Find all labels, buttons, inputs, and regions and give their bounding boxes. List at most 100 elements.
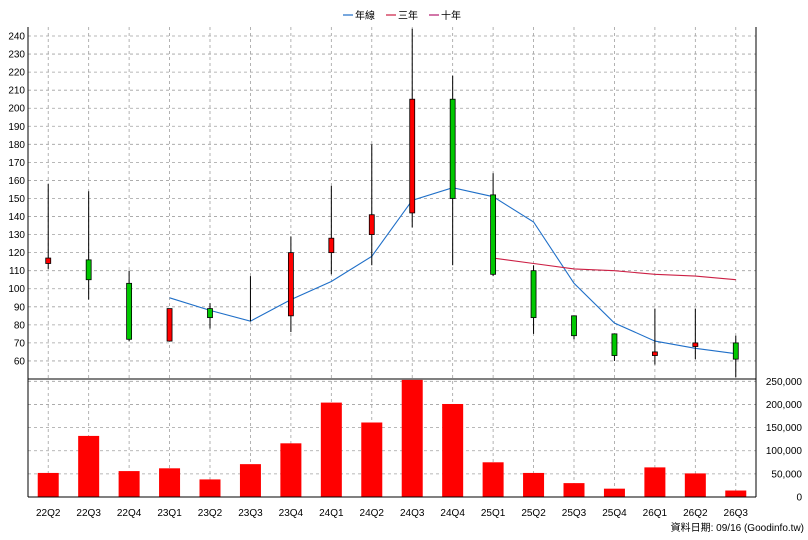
candle — [530, 265, 537, 334]
candle — [611, 333, 618, 361]
candle — [287, 236, 294, 333]
candle-body — [732, 342, 739, 360]
candle — [166, 308, 173, 342]
candle — [207, 303, 213, 329]
legend-item: 三年 — [386, 9, 418, 22]
volume-bar — [78, 435, 100, 497]
volume-bar — [442, 403, 464, 497]
x-tick-label: 22Q3 — [76, 508, 101, 519]
legend-label: 年線 — [355, 9, 375, 22]
candle — [409, 28, 416, 228]
x-tick-label: 23Q1 — [157, 508, 182, 519]
volume-bar — [523, 472, 545, 497]
candle-body — [692, 342, 699, 347]
candle — [328, 185, 335, 275]
volume-bar — [725, 490, 747, 497]
candle — [692, 308, 699, 360]
price-tick-label: 60 — [14, 356, 26, 367]
candle-body — [490, 194, 497, 275]
candle — [449, 75, 456, 266]
x-tick-label: 22Q2 — [36, 508, 61, 519]
x-tick-label: 24Q4 — [440, 508, 465, 519]
price-tick-label: 90 — [14, 302, 26, 313]
price-tick-label: 240 — [8, 32, 25, 43]
x-tick-label: 23Q3 — [238, 508, 263, 519]
candle-body — [287, 252, 294, 317]
candle-body — [651, 351, 658, 356]
candle-body — [85, 259, 92, 281]
price-tick-label: 230 — [8, 50, 25, 61]
candle — [126, 270, 133, 342]
candle — [571, 315, 577, 340]
price-tick-label: 110 — [9, 266, 25, 277]
volume-bar — [280, 443, 302, 497]
price-tick-label: 120 — [8, 248, 25, 259]
x-tick-label: 25Q1 — [481, 508, 506, 519]
volume-bar — [118, 471, 140, 497]
axes-frame — [27, 27, 757, 498]
price-grid — [28, 27, 756, 497]
volume-tick-label: 50,000 — [771, 469, 802, 480]
x-tick-label: 26Q2 — [683, 508, 708, 519]
legend: 年線 三年 十年 — [343, 9, 461, 22]
price-panel: 60 70 80 90 100 110 120 130 140 150 160 170 180 190 20… — [8, 27, 756, 497]
x-tick-label: 23Q2 — [198, 508, 223, 519]
candle — [651, 308, 658, 365]
candle — [85, 191, 92, 300]
candle-body — [368, 214, 375, 235]
x-tick-label: 24Q3 — [400, 508, 425, 519]
candle-body — [328, 237, 335, 254]
candle-body — [449, 98, 456, 199]
x-axis: 22Q2 22Q3 22Q4 23Q1 23Q2 23Q3 23Q4 24Q1 24Q2 24Q3… — [36, 508, 748, 519]
x-tick-label: 25Q4 — [602, 508, 627, 519]
x-tick-label: 22Q4 — [117, 508, 142, 519]
candle-body — [126, 282, 133, 340]
price-tick-label: 130 — [8, 230, 25, 241]
volume-bar — [320, 402, 342, 497]
candle — [45, 184, 52, 269]
price-tick-label: 160 — [8, 176, 25, 187]
x-tick-label: 26Q3 — [724, 508, 749, 519]
legend-item: 十年 — [429, 9, 461, 22]
data-date-label: 資料日期: 09/16 (Goodinfo.tw) — [671, 521, 804, 534]
legend-label: 三年 — [398, 9, 418, 22]
legend-label: 十年 — [441, 9, 461, 22]
candle-body — [409, 98, 416, 214]
price-tick-label: 170 — [8, 158, 25, 169]
price-tick-label: 140 — [8, 212, 25, 223]
price-tick-label: 80 — [14, 320, 26, 331]
volume-bar — [563, 483, 585, 497]
price-tick-label: 150 — [8, 194, 25, 205]
price-tick-label: 210 — [8, 86, 25, 97]
price-tick-label: 220 — [8, 68, 25, 79]
volume-bar — [239, 464, 261, 497]
volume-bar — [401, 379, 423, 497]
price-tick-label: 70 — [14, 338, 26, 349]
price-tick-label: 200 — [8, 104, 25, 115]
candle-body — [166, 308, 173, 342]
candle-body — [571, 315, 577, 337]
x-tick-label: 24Q2 — [360, 508, 385, 519]
x-tick-label: 25Q2 — [521, 508, 546, 519]
legend-item: 年線 — [343, 9, 375, 22]
volume-tick-label: 250,000 — [766, 377, 803, 388]
volume-bar — [159, 468, 181, 497]
candle-body — [530, 270, 537, 319]
candle — [368, 144, 375, 266]
x-tick-label: 25Q3 — [562, 508, 587, 519]
x-tick-label: 23Q4 — [279, 508, 304, 519]
candle-body — [207, 308, 213, 319]
candle-body — [611, 333, 618, 356]
volume-panel: 250,000 200,000 150,000 100,000 50,000 0 — [27, 27, 803, 504]
candle — [732, 335, 739, 378]
volume-tick-label: 0 — [796, 493, 802, 504]
x-tick-label: 26Q1 — [643, 508, 668, 519]
candle-body — [45, 257, 52, 264]
volume-bar — [37, 472, 59, 497]
volume-bar — [482, 462, 504, 497]
x-tick-label: 24Q1 — [319, 508, 344, 519]
candle — [490, 173, 497, 277]
volume-tick-label: 200,000 — [766, 400, 803, 411]
volume-bar — [684, 473, 706, 497]
volume-tick-label: 150,000 — [766, 423, 803, 434]
